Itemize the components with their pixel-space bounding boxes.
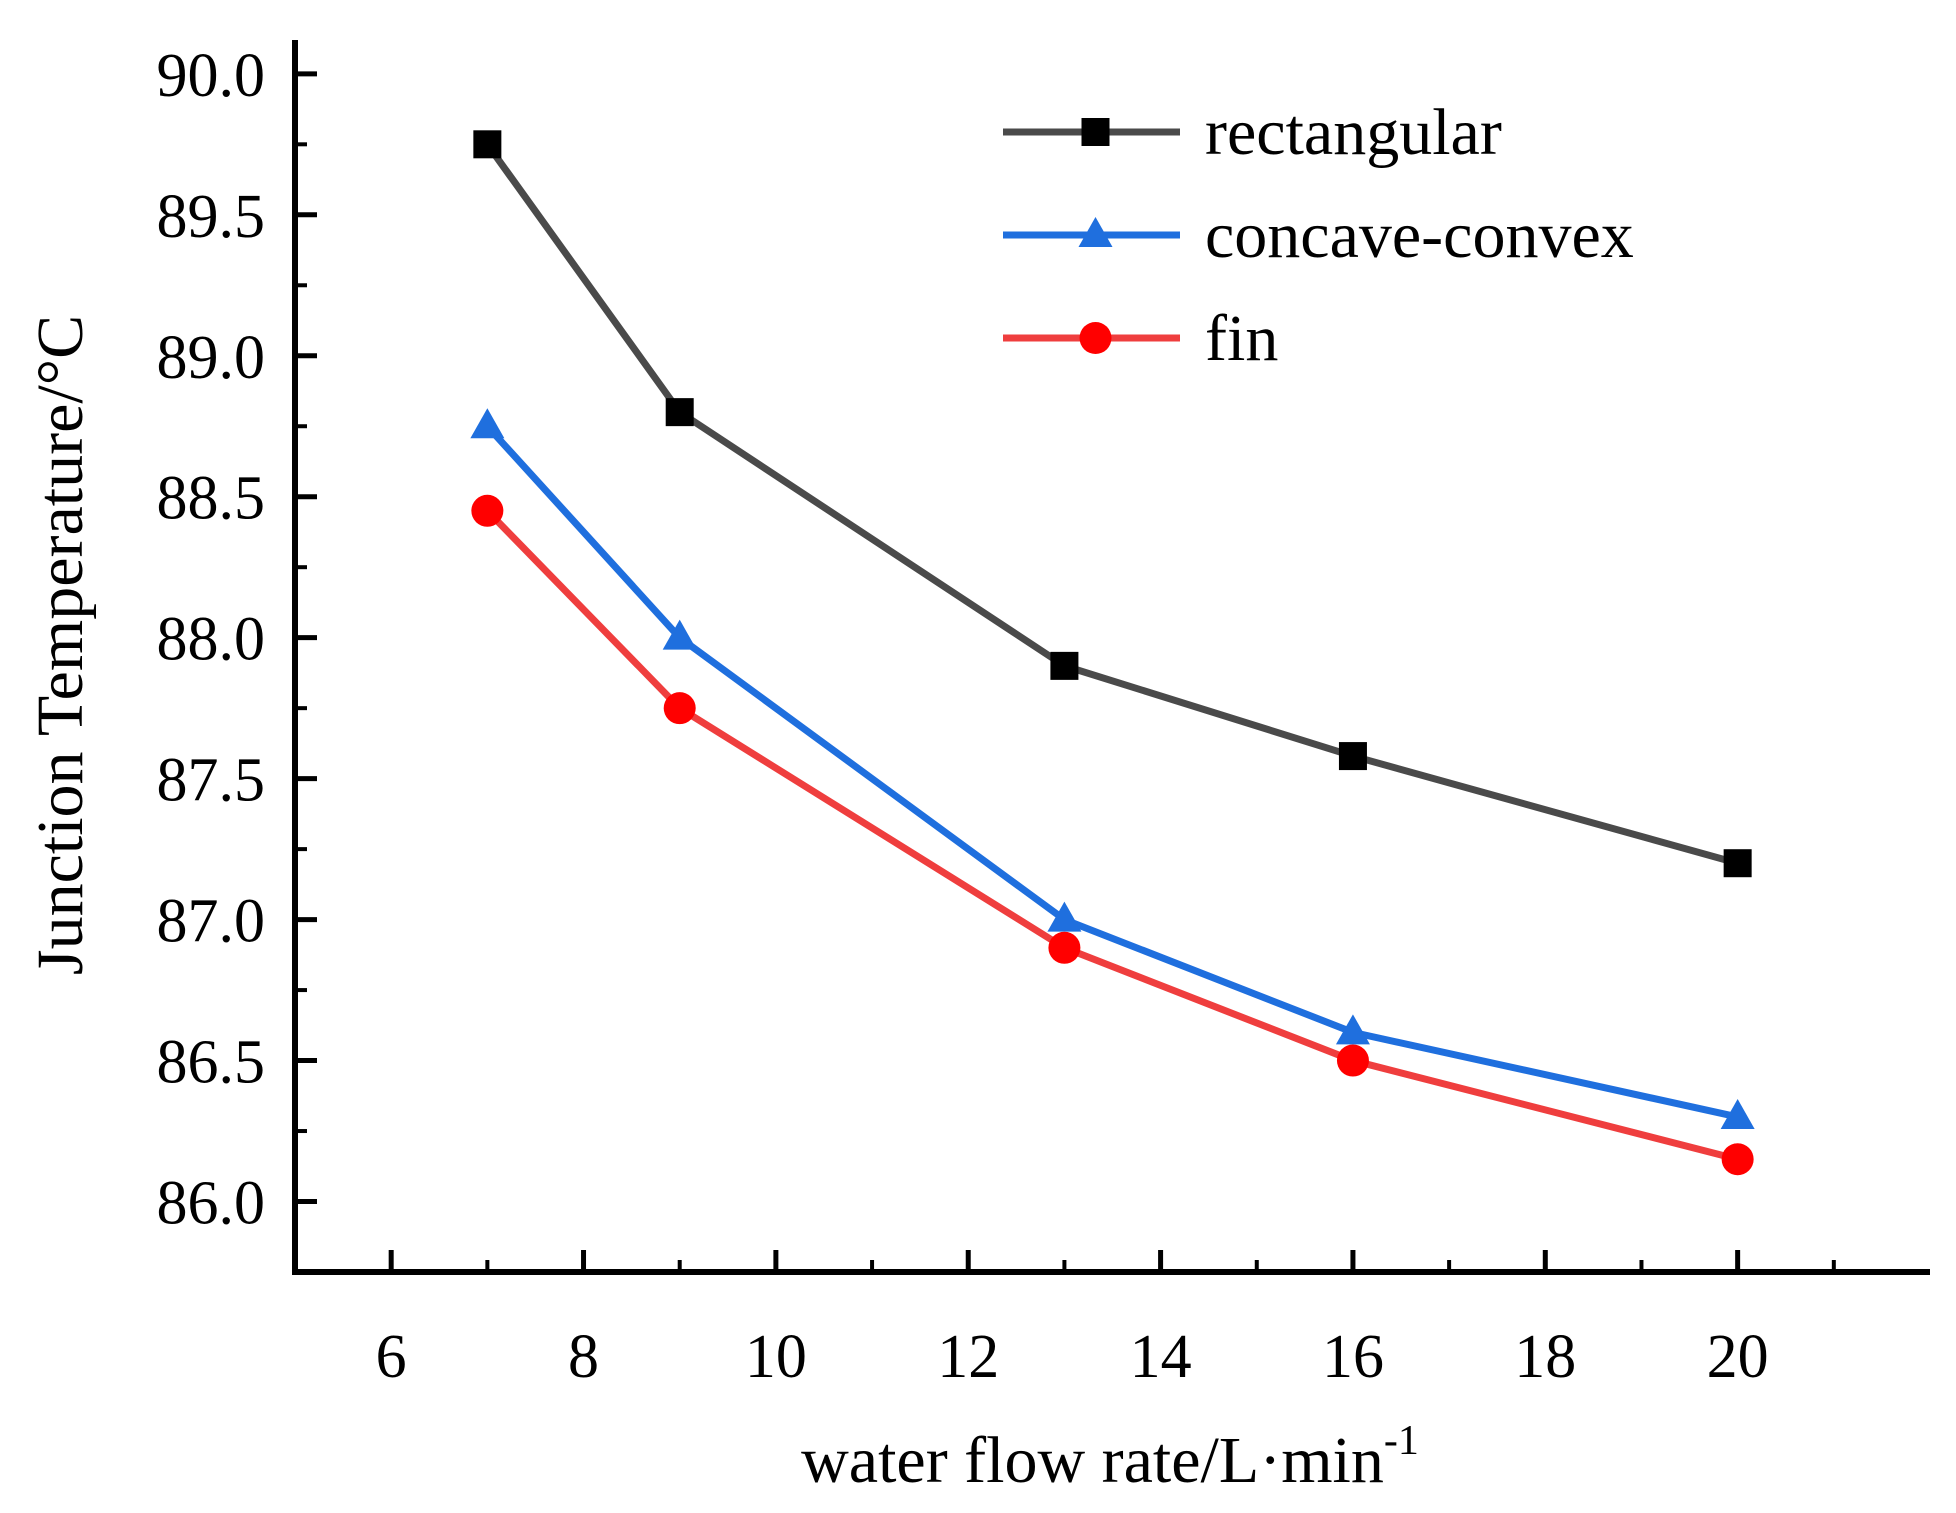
x-tick-label: 16 (1322, 1323, 1384, 1391)
y-tick-label: 87.0 (157, 888, 266, 956)
data-point-rectangular (473, 130, 502, 159)
x-tick-label: 10 (745, 1323, 807, 1391)
data-point-fin (1721, 1143, 1754, 1176)
series-layer (470, 130, 1755, 1176)
x-axis-ticks: 6 8 10 12 14 16 18 20 (293, 1250, 1836, 1391)
data-point-rectangular (1338, 742, 1367, 771)
series-concave-convex (470, 408, 1755, 1129)
x-axis-title: water flow rate/L·min-1 (801, 1418, 1419, 1497)
x-tick-label: 12 (937, 1323, 999, 1391)
data-point-concave-convex (1047, 901, 1082, 932)
data-point-rectangular (665, 398, 694, 427)
y-tick-label: 87.5 (157, 747, 266, 815)
legend-swatch-marker (1078, 217, 1113, 247)
legend-item-rectangular: rectangular (1003, 96, 1502, 169)
data-point-fin (663, 692, 696, 725)
series-fin (471, 494, 1754, 1176)
axes (292, 40, 1930, 1275)
x-tick-label: 18 (1514, 1323, 1576, 1391)
series-line-concave-convex (484, 423, 1739, 1121)
y-tick-label: 90.0 (157, 42, 266, 110)
data-point-concave-convex (1720, 1098, 1755, 1129)
legend-label: fin (1205, 302, 1278, 375)
y-tick-label: 86.0 (157, 1170, 266, 1238)
data-point-concave-convex (470, 408, 505, 439)
legend-item-concave-convex: concave-convex (1003, 199, 1634, 272)
data-point-fin (1336, 1044, 1369, 1077)
legend-swatch-marker (1079, 322, 1112, 354)
x-tick-label: 14 (1130, 1323, 1192, 1391)
x-tick-label: 20 (1707, 1323, 1769, 1391)
legend-swatch-marker (1081, 118, 1110, 146)
x-tick-label: 6 (376, 1323, 407, 1391)
y-tick-label: 89.5 (157, 183, 266, 251)
data-point-fin (471, 494, 504, 527)
legend: rectangular concave-convex fin (1003, 96, 1634, 375)
series-rectangular (473, 130, 1752, 878)
x-tick-label: 8 (568, 1323, 599, 1391)
y-tick-label: 86.5 (157, 1029, 266, 1097)
data-point-concave-convex (1335, 1014, 1370, 1045)
series-line-fin (484, 508, 1739, 1163)
legend-item-fin: fin (1003, 302, 1278, 375)
legend-label: concave-convex (1205, 199, 1634, 272)
data-point-fin (1048, 931, 1081, 964)
x-axis-title-superscript: -1 (1384, 1418, 1419, 1464)
data-point-concave-convex (662, 619, 697, 650)
y-tick-label: 88.5 (157, 465, 266, 533)
data-point-rectangular (1723, 849, 1752, 878)
y-tick-label: 89.0 (157, 324, 266, 392)
y-axis-ticks: 86.0 86.5 87.0 87.5 88.0 88.5 89.0 89.5 90.0 (157, 42, 317, 1274)
y-axis-title: Junction Temperature/°C (24, 315, 97, 975)
legend-label: rectangular (1205, 96, 1502, 169)
data-point-rectangular (1050, 651, 1079, 680)
y-tick-label: 88.0 (157, 606, 266, 674)
